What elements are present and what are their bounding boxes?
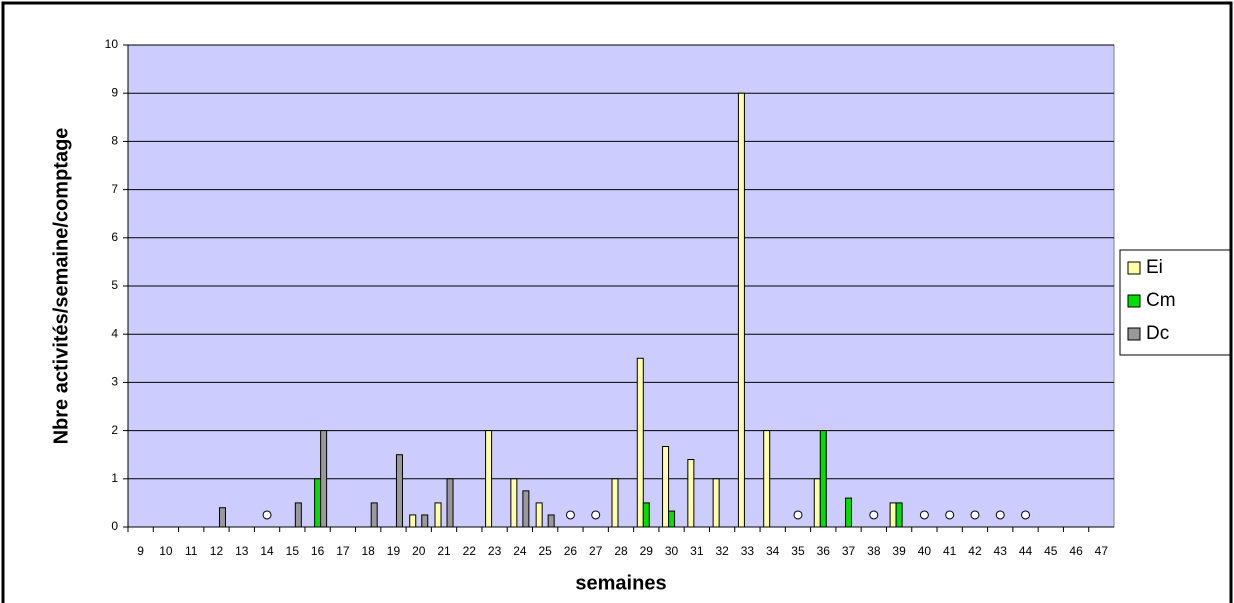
x-tick-label: 14: [260, 544, 274, 558]
legend-label: Dc: [1146, 323, 1169, 344]
x-tick-label: 27: [589, 544, 603, 558]
marker: [945, 510, 955, 520]
bar: [763, 430, 771, 528]
bar: [895, 502, 903, 528]
bar: [218, 507, 226, 528]
x-tick-label: 33: [741, 544, 755, 558]
y-tick-label: 6: [111, 230, 118, 244]
y-tick-label: 5: [111, 278, 118, 292]
y-tick-label: 3: [111, 375, 118, 389]
x-tick-label: 10: [159, 544, 173, 558]
y-tick-label: 4: [111, 326, 118, 340]
legend-label: Ei: [1146, 257, 1163, 278]
marker: [869, 510, 879, 520]
marker: [793, 510, 803, 520]
bar: [642, 502, 650, 528]
bar: [889, 502, 897, 528]
x-tick-label: 43: [994, 544, 1008, 558]
x-tick-label: 22: [463, 544, 477, 558]
x-tick-label: 47: [1095, 544, 1109, 558]
bar: [446, 478, 454, 528]
legend-swatch: [1127, 294, 1141, 308]
y-tick-label: 7: [111, 182, 118, 196]
legend-swatch: [1127, 327, 1141, 341]
x-tick-label: 39: [892, 544, 906, 558]
x-tick-label: 35: [791, 544, 805, 558]
x-tick-label: 16: [311, 544, 325, 558]
bar: [813, 478, 821, 528]
bar: [294, 502, 302, 528]
y-tick-label: 1: [111, 471, 118, 485]
bar: [314, 478, 322, 528]
bar: [370, 502, 378, 528]
marker: [565, 510, 575, 520]
x-tick-label: 18: [361, 544, 375, 558]
y-tick-label: 9: [111, 85, 118, 99]
marker: [919, 510, 929, 520]
x-tick-label: 25: [538, 544, 552, 558]
x-tick-label: 44: [1019, 544, 1033, 558]
y-tick-label: 0: [111, 519, 118, 533]
bar: [687, 459, 695, 528]
x-tick-label: 17: [336, 544, 350, 558]
bar: [712, 478, 720, 528]
y-axis-label: Nbre activités/semaine/comptage: [50, 128, 72, 445]
y-tick-label: 8: [111, 134, 118, 148]
x-tick-label: 15: [286, 544, 300, 558]
bar: [636, 357, 644, 528]
x-tick-label: 23: [488, 544, 502, 558]
x-tick-label: 19: [387, 544, 401, 558]
x-tick-label: 46: [1069, 544, 1083, 558]
bar: [668, 510, 676, 528]
x-tick-label: 11: [185, 544, 198, 558]
x-tick-label: 12: [210, 544, 224, 558]
x-tick-label: 13: [235, 544, 249, 558]
x-tick-label: 9: [137, 544, 144, 558]
bar: [547, 514, 555, 528]
x-tick-label: 41: [943, 544, 957, 558]
x-tick-label: 32: [715, 544, 729, 558]
x-tick-label: 36: [817, 544, 831, 558]
legend-label: Cm: [1146, 290, 1176, 311]
x-tick-label: 29: [640, 544, 654, 558]
bar: [434, 502, 442, 528]
bar: [662, 446, 670, 528]
bar: [737, 92, 745, 528]
x-tick-label: 38: [867, 544, 881, 558]
y-tick-label: 10: [105, 37, 119, 51]
x-tick-label: 34: [766, 544, 780, 558]
bar: [421, 514, 429, 528]
y-tick-label: 2: [111, 423, 118, 437]
bar: [409, 514, 417, 528]
marker: [970, 510, 980, 520]
bar: [510, 478, 518, 528]
x-tick-label: 45: [1044, 544, 1058, 558]
bar: [522, 490, 530, 528]
x-tick-label: 37: [842, 544, 856, 558]
bar: [819, 430, 827, 528]
marker: [591, 510, 601, 520]
marker: [262, 510, 272, 520]
legend-swatch: [1127, 261, 1141, 275]
x-axis-label: semaines: [575, 572, 666, 594]
x-tick-label: 26: [564, 544, 578, 558]
x-tick-label: 40: [918, 544, 932, 558]
bar: [845, 497, 853, 528]
x-tick-label: 21: [437, 544, 451, 558]
marker: [995, 510, 1005, 520]
x-tick-label: 31: [690, 544, 704, 558]
x-tick-label: 20: [412, 544, 426, 558]
bar: [485, 430, 493, 528]
bar: [611, 478, 619, 528]
marker: [1021, 510, 1031, 520]
x-tick-label: 42: [968, 544, 982, 558]
bar: [320, 430, 328, 528]
bar: [535, 502, 543, 528]
bar: [395, 454, 403, 528]
x-tick-label: 24: [513, 544, 527, 558]
x-tick-label: 30: [665, 544, 679, 558]
x-tick-label: 28: [614, 544, 628, 558]
